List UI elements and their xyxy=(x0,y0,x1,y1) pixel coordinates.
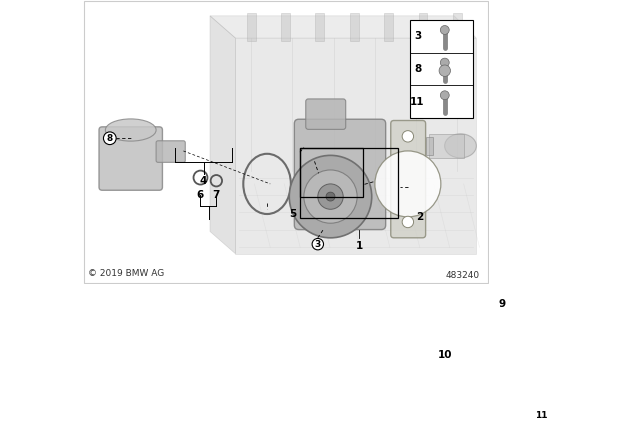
Text: 2: 2 xyxy=(415,212,423,222)
Bar xyxy=(453,13,462,41)
FancyBboxPatch shape xyxy=(294,119,386,229)
Polygon shape xyxy=(210,16,476,38)
Polygon shape xyxy=(236,38,476,254)
FancyBboxPatch shape xyxy=(306,99,346,129)
Bar xyxy=(384,13,393,41)
FancyBboxPatch shape xyxy=(156,141,185,162)
Text: 8: 8 xyxy=(414,64,421,74)
Bar xyxy=(429,134,463,158)
Bar xyxy=(410,20,473,118)
Bar xyxy=(419,13,428,41)
Circle shape xyxy=(304,170,357,223)
Circle shape xyxy=(326,192,335,201)
Circle shape xyxy=(104,132,116,145)
Bar xyxy=(300,148,364,198)
Text: 7: 7 xyxy=(212,190,220,200)
Text: 8: 8 xyxy=(107,134,113,143)
Text: 9: 9 xyxy=(498,299,506,310)
Text: 11: 11 xyxy=(410,96,425,107)
Bar xyxy=(281,13,290,41)
Bar xyxy=(350,13,358,41)
Circle shape xyxy=(106,134,115,143)
Text: 11: 11 xyxy=(535,411,547,420)
Bar xyxy=(247,13,255,41)
Circle shape xyxy=(402,131,413,142)
Circle shape xyxy=(289,155,372,238)
Text: 483240: 483240 xyxy=(445,271,479,280)
Bar xyxy=(300,148,398,218)
Circle shape xyxy=(440,58,449,67)
Bar xyxy=(316,13,324,41)
Text: 6: 6 xyxy=(197,190,204,200)
Ellipse shape xyxy=(106,119,156,141)
FancyBboxPatch shape xyxy=(99,127,163,190)
Circle shape xyxy=(535,409,547,421)
Text: 3: 3 xyxy=(414,31,421,41)
Circle shape xyxy=(318,184,343,209)
Text: 10: 10 xyxy=(437,350,452,360)
Ellipse shape xyxy=(445,134,476,158)
Text: 4: 4 xyxy=(200,176,207,186)
Text: 3: 3 xyxy=(315,240,321,249)
Circle shape xyxy=(402,216,413,228)
Polygon shape xyxy=(210,16,236,254)
Circle shape xyxy=(312,238,324,250)
Text: 5: 5 xyxy=(289,209,296,220)
Circle shape xyxy=(375,151,441,217)
Bar xyxy=(426,137,433,155)
Text: 1: 1 xyxy=(355,241,363,251)
Circle shape xyxy=(440,91,449,100)
Circle shape xyxy=(439,65,451,77)
Circle shape xyxy=(440,26,449,34)
Text: © 2019 BMW AG: © 2019 BMW AG xyxy=(88,269,164,278)
FancyBboxPatch shape xyxy=(391,121,426,238)
